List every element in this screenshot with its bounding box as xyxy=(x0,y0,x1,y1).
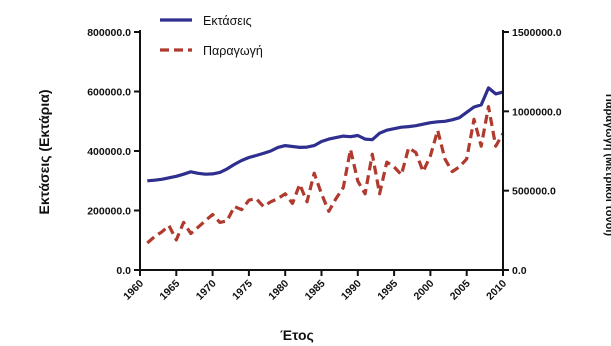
legend-label-paragogi: Παραγωγή xyxy=(203,44,263,58)
x-tick-label: 1995 xyxy=(375,278,400,303)
x-tick-label: 1975 xyxy=(230,278,255,303)
x-tick-label: 2005 xyxy=(448,278,473,303)
x-tick-label: 1990 xyxy=(339,278,364,303)
x-tick-label: 1970 xyxy=(194,278,219,303)
x-axis-title: Έτος xyxy=(280,327,314,343)
left-y-ticks: 0.0 200000.0 400000.0 600000.0 800000.0 xyxy=(87,27,140,277)
legend: Εκτάσεις Παραγωγή xyxy=(160,14,263,58)
x-tick-label: 1960 xyxy=(121,278,146,303)
x-tick-label: 2000 xyxy=(412,278,437,303)
left-y-tick-label: 400000.0 xyxy=(87,146,131,158)
left-y-tick-label: 600000.0 xyxy=(87,87,131,99)
left-y-tick-label: 200000.0 xyxy=(87,206,131,218)
x-ticks: 1960 1965 1970 1975 1980 1985 1990 1995 2000 2005… xyxy=(121,270,509,303)
series-line-paragogi xyxy=(146,104,505,245)
right-y-tick-label: 500000.0 xyxy=(512,186,556,198)
x-tick-label: 1985 xyxy=(303,278,328,303)
left-y-tick-label: 800000.0 xyxy=(87,27,131,39)
axes xyxy=(139,30,504,271)
right-y-axis-title: Παραγωγή (Μετρικοί τόνοι) xyxy=(603,94,611,237)
right-y-tick-label: 1000000.0 xyxy=(512,106,562,118)
right-y-ticks: 0.0 500000.0 1000000.0 1500000.0 xyxy=(503,27,562,277)
plot-area xyxy=(146,86,505,245)
series-line-ektaseis xyxy=(147,86,504,183)
left-y-tick-label: 0.0 xyxy=(116,265,131,277)
right-y-tick-label: 1500000.0 xyxy=(512,27,562,39)
x-tick-label: 2010 xyxy=(484,278,509,303)
x-tick-label: 1965 xyxy=(157,278,182,303)
legend-label-ektaseis: Εκτάσεις xyxy=(203,14,252,28)
left-y-axis-title: Εκτάσεις (Εκτάρια) xyxy=(36,90,52,215)
right-y-tick-label: 0.0 xyxy=(512,265,527,277)
x-tick-label: 1980 xyxy=(266,278,291,303)
